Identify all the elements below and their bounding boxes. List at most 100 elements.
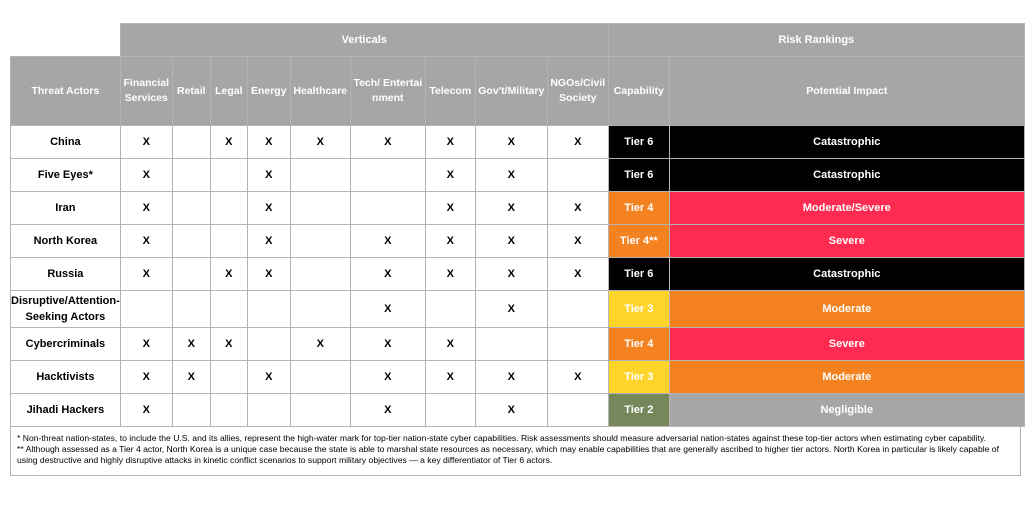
vertical-cell: X — [246, 158, 291, 192]
threat-actor-name: Jihadi Hackers — [10, 393, 121, 427]
table-row: Jihadi Hackers X X X Tier 2 Negligible — [10, 393, 1025, 427]
vertical-cell — [289, 158, 351, 192]
vertical-cell: X — [119, 393, 173, 427]
group-verticals: Verticals — [119, 23, 609, 57]
table-row: Disruptive/Attention-Seeking Actors X X Tie… — [10, 290, 1025, 328]
footnote: * Non-threat nation-states, to include t… — [17, 433, 987, 443]
vertical-cell: X — [424, 360, 476, 394]
vertical-cell: X — [546, 257, 609, 291]
capability-cell: Tier 2 — [607, 393, 670, 427]
vertical-cell: X — [474, 191, 548, 225]
impact-cell: Catastrophic — [668, 257, 1025, 291]
table-row: Cybercriminals X X X X X X Tier 4 Severe — [10, 327, 1025, 361]
vertical-cell — [209, 158, 248, 192]
impact-cell: Moderate — [668, 290, 1025, 328]
impact-cell: Moderate — [668, 360, 1025, 394]
vertical-cell — [546, 393, 609, 427]
vertical-cell: X — [209, 327, 248, 361]
threat-table: Verticals Risk Rankings Threat Actors Fi… — [10, 23, 1025, 427]
impact-cell: Negligible — [668, 393, 1025, 427]
vertical-cell: X — [119, 224, 173, 258]
header-vertical: Legal — [209, 56, 248, 126]
vertical-cell: X — [546, 360, 609, 394]
vertical-cell: X — [119, 257, 173, 291]
vertical-cell — [424, 393, 476, 427]
table-row: Russia X X X X X X X Tier 6 Catastrophic — [10, 257, 1025, 291]
threat-actor-name: Cybercriminals — [10, 327, 121, 361]
vertical-cell: X — [546, 191, 609, 225]
vertical-cell — [289, 191, 351, 225]
threat-actor-name: Russia — [10, 257, 121, 291]
threat-actor-name: North Korea — [10, 224, 121, 258]
vertical-cell — [246, 393, 291, 427]
header-vertical: Gov't/Military — [474, 56, 548, 126]
capability-cell: Tier 3 — [607, 290, 670, 328]
vertical-cell — [546, 327, 609, 361]
header-vertical: Retail — [171, 56, 211, 126]
header-vertical: NGOs/Civil Society — [546, 56, 609, 126]
vertical-cell: X — [171, 327, 211, 361]
group-risk-rankings: Risk Rankings — [607, 23, 1025, 57]
threat-actor-name: Disruptive/Attention-Seeking Actors — [10, 290, 121, 328]
header-vertical: Financial Services — [119, 56, 173, 126]
vertical-cell: X — [246, 224, 291, 258]
vertical-cell: X — [474, 393, 548, 427]
table-row: China X X X X X X X X Tier 6 Catastrophic — [10, 125, 1025, 159]
vertical-cell: X — [349, 257, 426, 291]
impact-cell: Catastrophic — [668, 125, 1025, 159]
vertical-cell: X — [349, 224, 426, 258]
vertical-cell — [546, 158, 609, 192]
vertical-cell: X — [474, 360, 548, 394]
vertical-cell: X — [289, 125, 351, 159]
vertical-cell: X — [424, 125, 476, 159]
vertical-cell: X — [119, 158, 173, 192]
vertical-cell — [171, 191, 211, 225]
vertical-cell — [349, 158, 426, 192]
header-vertical: Telecom — [424, 56, 476, 126]
vertical-cell: X — [474, 290, 548, 328]
impact-cell: Severe — [668, 224, 1025, 258]
vertical-cell: X — [474, 224, 548, 258]
vertical-cell: X — [119, 327, 173, 361]
header-potential-impact: Potential Impact — [668, 56, 1025, 126]
table-body: China X X X X X X X X Tier 6 Catastrophic Five Eyes… — [10, 125, 1025, 427]
vertical-cell — [289, 257, 351, 291]
vertical-cell: X — [246, 191, 291, 225]
vertical-cell: X — [289, 327, 351, 361]
vertical-cell — [349, 191, 426, 225]
vertical-cell — [171, 290, 211, 328]
threat-actor-name: Five Eyes* — [10, 158, 121, 192]
vertical-cell: X — [209, 125, 248, 159]
vertical-cell — [546, 290, 609, 328]
vertical-cell: X — [349, 393, 426, 427]
capability-cell: Tier 4** — [607, 224, 670, 258]
vertical-cell: X — [246, 257, 291, 291]
vertical-cell: X — [119, 191, 173, 225]
table-row: Five Eyes* X X X X Tier 6 Catastrophic — [10, 158, 1025, 192]
vertical-cell — [209, 360, 248, 394]
capability-cell: Tier 4 — [607, 327, 670, 361]
vertical-cell: X — [171, 360, 211, 394]
capability-cell: Tier 4 — [607, 191, 670, 225]
table-row: Iran X X X X X Tier 4 Moderate/Severe — [10, 191, 1025, 225]
vertical-cell: X — [246, 125, 291, 159]
header-threat-actors: Threat Actors — [10, 56, 121, 126]
vertical-cell — [289, 360, 351, 394]
vertical-cell: X — [474, 125, 548, 159]
vertical-cell — [246, 327, 291, 361]
vertical-cell — [171, 158, 211, 192]
vertical-cell: X — [349, 125, 426, 159]
capability-cell: Tier 3 — [607, 360, 670, 394]
vertical-cell — [171, 257, 211, 291]
header-capability: Capability — [607, 56, 670, 126]
vertical-cell: X — [474, 158, 548, 192]
impact-cell: Catastrophic — [668, 158, 1025, 192]
vertical-cell — [171, 393, 211, 427]
vertical-cell — [209, 393, 248, 427]
vertical-cell — [289, 290, 351, 328]
table-row: North Korea X X X X X X Tier 4** Severe — [10, 224, 1025, 258]
vertical-cell — [209, 191, 248, 225]
vertical-cell: X — [119, 360, 173, 394]
header-vertical: Tech/ Entertainment — [349, 56, 426, 126]
threat-matrix: Verticals Risk Rankings Threat Actors Fi… — [10, 23, 1025, 476]
